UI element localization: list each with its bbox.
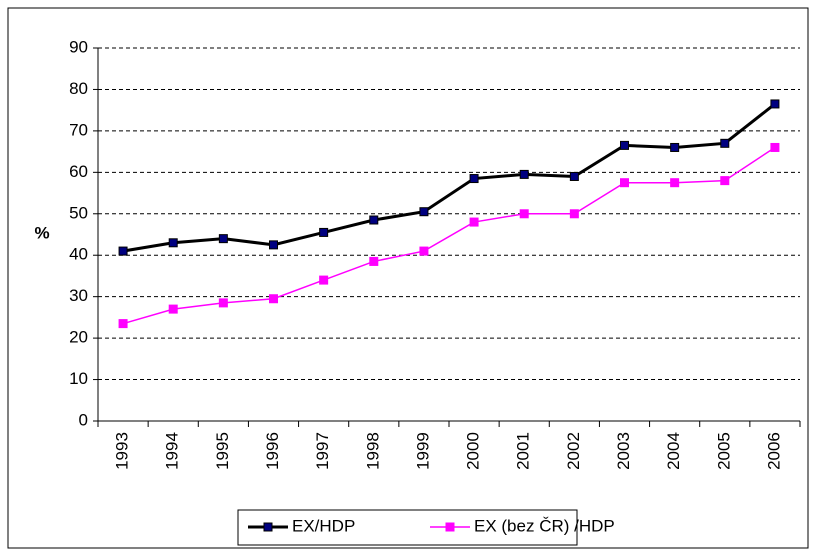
data-point — [419, 207, 429, 217]
data-point — [218, 234, 228, 244]
y-tick-label: 80 — [69, 79, 88, 98]
data-point — [319, 227, 329, 237]
x-tick-label: 2005 — [714, 432, 733, 470]
y-tick-label: 10 — [69, 369, 88, 388]
x-tick-label: 1999 — [413, 432, 432, 470]
data-point — [519, 169, 529, 179]
x-tick-label: 1998 — [363, 432, 382, 470]
data-point — [770, 142, 780, 152]
data-point — [168, 238, 178, 248]
y-tick-label: 20 — [69, 328, 88, 347]
x-tick-label: 2003 — [614, 432, 633, 470]
legend-marker — [263, 522, 273, 532]
data-point — [720, 138, 730, 148]
y-tick-label: 40 — [69, 245, 88, 264]
x-tick-label: 2000 — [464, 432, 483, 470]
data-point — [419, 246, 429, 256]
data-point — [770, 99, 780, 109]
y-tick-label: 30 — [69, 286, 88, 305]
data-point — [369, 256, 379, 266]
y-tick-label: 70 — [69, 120, 88, 139]
legend-marker — [445, 522, 455, 532]
data-point — [569, 209, 579, 219]
y-tick-label: 60 — [69, 162, 88, 181]
data-point — [118, 319, 128, 329]
data-point — [720, 176, 730, 186]
y-tick-label: 50 — [69, 203, 88, 222]
data-point — [319, 275, 329, 285]
data-point — [620, 178, 629, 188]
data-point — [569, 171, 579, 181]
x-tick-label: 2001 — [514, 432, 533, 470]
legend-label: EX (bez ČR) /HDP — [474, 516, 615, 535]
data-point — [519, 209, 529, 219]
y-tick-label: 90 — [69, 37, 88, 56]
y-tick-label: 0 — [79, 410, 88, 429]
series-line — [122, 102, 776, 253]
data-point — [670, 178, 680, 188]
x-tick-label: 1995 — [213, 432, 232, 470]
x-tick-label: 1994 — [163, 432, 182, 470]
x-tick-label: 2002 — [564, 432, 583, 470]
y-axis-label: % — [34, 223, 49, 242]
data-point — [469, 217, 479, 227]
data-point — [218, 298, 228, 308]
x-tick-label: 1993 — [113, 432, 132, 470]
data-point — [269, 294, 278, 304]
x-tick-label: 1996 — [263, 432, 282, 470]
data-point — [369, 215, 379, 225]
data-point — [118, 246, 128, 256]
data-point — [269, 240, 278, 250]
x-tick-label: 1997 — [313, 432, 332, 470]
legend-label: EX/HDP — [292, 516, 355, 535]
data-point — [168, 304, 178, 314]
chart-border — [7, 7, 809, 549]
data-point — [670, 142, 680, 152]
legend-box — [237, 509, 578, 546]
data-point — [469, 174, 479, 184]
series-line — [122, 146, 776, 325]
x-tick-label: 2004 — [664, 432, 683, 470]
data-point — [620, 140, 629, 150]
x-tick-label: 2006 — [764, 432, 783, 470]
